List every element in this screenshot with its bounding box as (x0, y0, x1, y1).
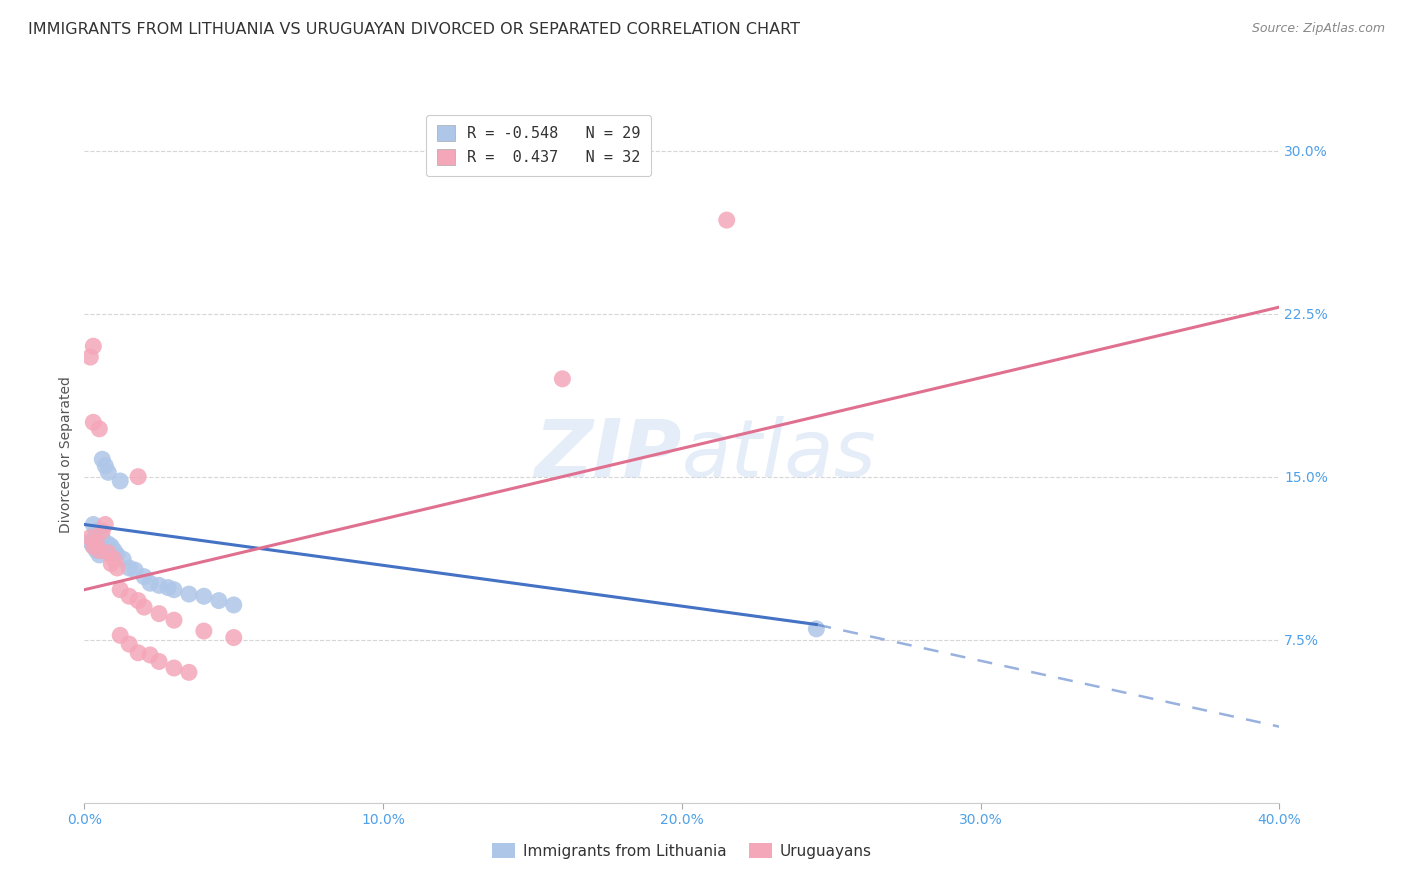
Point (127, 593, 149, 607)
Point (177, 665, 200, 680)
Text: Source: ZipAtlas.com: Source: ZipAtlas.com (1251, 22, 1385, 36)
Point (193, 624, 215, 638)
Point (89, 422, 111, 436)
Point (89, 543, 111, 558)
Point (79, 531, 101, 545)
Point (163, 582, 186, 597)
Point (100, 557, 122, 571)
Point (110, 582, 132, 597)
Point (103, 552, 125, 566)
Point (82, 339, 104, 353)
Point (103, 543, 125, 558)
Point (139, 648, 162, 662)
Point (82, 517, 104, 532)
Point (222, 598, 245, 612)
Point (132, 570, 156, 584)
Text: atlas: atlas (682, 416, 877, 494)
Point (806, 622, 828, 636)
Point (79, 350, 101, 364)
Point (91, 452, 114, 467)
Point (86, 534, 108, 549)
Point (124, 563, 146, 577)
Point (139, 576, 162, 591)
Text: ZIP: ZIP (534, 416, 682, 494)
Point (127, 469, 149, 483)
Y-axis label: Divorced or Separated: Divorced or Separated (59, 376, 73, 533)
Point (91, 531, 114, 545)
Legend: Immigrants from Lithuania, Uruguayans: Immigrants from Lithuania, Uruguayans (486, 837, 877, 864)
Point (97, 537, 120, 551)
Point (118, 637, 141, 651)
Point (91, 524, 114, 538)
Point (110, 628, 132, 642)
Point (118, 589, 141, 603)
Point (94, 458, 117, 473)
Point (163, 613, 186, 627)
Point (148, 578, 170, 592)
Point (110, 474, 132, 488)
Point (177, 587, 200, 601)
Point (100, 539, 122, 553)
Point (716, 213, 738, 227)
Point (148, 607, 170, 621)
Point (208, 593, 231, 607)
Point (94, 517, 117, 532)
Point (118, 561, 141, 575)
Point (148, 655, 170, 669)
Point (86, 524, 108, 538)
Text: IMMIGRANTS FROM LITHUANIA VS URUGUAYAN DIVORCED OR SEPARATED CORRELATION CHART: IMMIGRANTS FROM LITHUANIA VS URUGUAYAN D… (28, 22, 800, 37)
Point (157, 581, 180, 595)
Point (193, 589, 215, 603)
Point (105, 561, 128, 575)
Point (86, 543, 108, 558)
Point (127, 646, 149, 660)
Point (97, 546, 120, 560)
Point (82, 539, 104, 553)
Point (79, 534, 101, 549)
Point (89, 548, 111, 562)
Point (112, 552, 135, 566)
Point (97, 466, 120, 480)
Point (132, 600, 156, 615)
Point (163, 661, 186, 675)
Point (551, 372, 574, 386)
Point (82, 539, 104, 553)
Point (105, 548, 128, 562)
Point (222, 631, 245, 645)
Point (82, 415, 104, 429)
